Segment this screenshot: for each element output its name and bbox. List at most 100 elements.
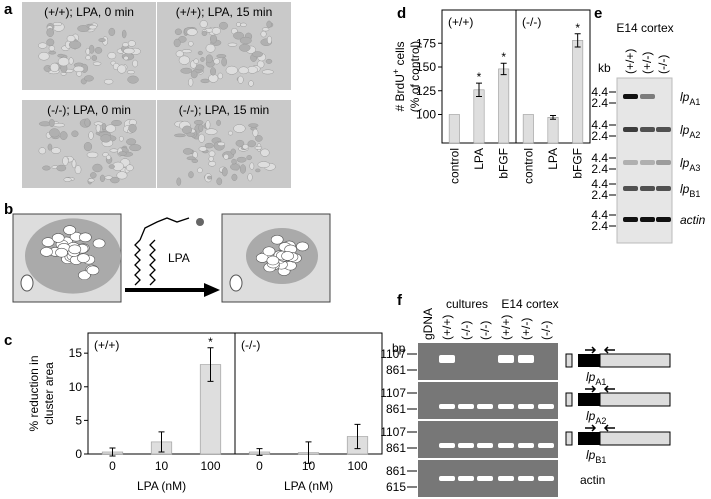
band	[477, 443, 493, 448]
cell	[63, 225, 76, 235]
marker-label: 861	[386, 402, 406, 416]
cell	[198, 133, 205, 143]
cell	[186, 156, 196, 161]
cell	[84, 118, 91, 127]
group-title: (+/+)	[448, 15, 473, 29]
cell	[221, 167, 228, 177]
cell	[116, 171, 128, 180]
x-tick-label: 100	[200, 459, 220, 473]
gene-label-part: lp	[586, 448, 596, 462]
cell	[62, 156, 69, 166]
cell	[92, 163, 103, 173]
cell	[173, 38, 181, 48]
cell	[238, 66, 249, 75]
cell	[129, 144, 142, 152]
y-tick-label: 100	[416, 108, 436, 122]
cell	[255, 168, 261, 173]
cell	[85, 47, 91, 56]
band	[656, 217, 671, 222]
cell	[174, 133, 186, 138]
cell	[260, 148, 270, 157]
cell	[217, 141, 226, 147]
cell	[235, 139, 245, 147]
band	[656, 127, 671, 132]
panel-label: d	[397, 5, 406, 22]
band	[439, 476, 455, 481]
cell	[188, 171, 194, 179]
cell	[210, 67, 216, 76]
cell	[252, 51, 263, 58]
significance-mark: *	[501, 50, 506, 64]
cell	[86, 265, 100, 276]
cell	[205, 120, 211, 130]
cell	[98, 38, 106, 43]
significance-mark: *	[208, 335, 213, 349]
group-header: E14 cortex	[501, 297, 558, 311]
cell	[51, 147, 61, 154]
cell	[105, 124, 117, 133]
cell	[46, 27, 54, 38]
cell	[240, 22, 247, 27]
image-caption: (+/+); LPA, 0 min	[44, 5, 134, 19]
error-bar	[207, 347, 214, 382]
exon-coding	[578, 354, 600, 367]
band	[518, 355, 534, 363]
gene-label-part: actin	[680, 213, 706, 227]
cell	[57, 57, 70, 67]
error-bar	[109, 447, 116, 457]
gene-label-part: A2	[595, 416, 606, 426]
cell	[205, 43, 216, 53]
cell	[242, 143, 249, 150]
x-tick-label: control	[447, 148, 461, 184]
lane-label: (+/+)	[440, 315, 454, 340]
band	[623, 127, 638, 132]
cell	[255, 135, 263, 142]
cell	[247, 173, 253, 182]
gene-label-part: B1	[595, 455, 606, 465]
cell	[230, 148, 236, 155]
gene-label-part: lp	[586, 409, 596, 423]
primer-arrows	[585, 346, 615, 354]
x-tick-label: bFGF	[497, 148, 511, 179]
image-caption: (-/-); LPA, 15 min	[179, 103, 269, 117]
x-tick-label: 0	[109, 459, 116, 473]
cell	[68, 244, 82, 255]
gel	[418, 382, 558, 419]
significance-mark: *	[575, 21, 580, 35]
cell	[231, 173, 238, 181]
y-tick-label: 10	[69, 380, 83, 394]
blot-title: E14 cortex	[616, 21, 673, 35]
lane-label: gDNA	[421, 308, 435, 340]
group-header: cultures	[446, 297, 488, 311]
cell	[121, 29, 127, 39]
y-tick-label: 15	[69, 346, 83, 360]
cell	[247, 140, 256, 148]
band	[458, 443, 474, 448]
cell	[55, 247, 68, 258]
cell	[94, 47, 103, 54]
cell	[88, 131, 94, 140]
y-axis-label: (% of control)	[408, 41, 422, 112]
band	[439, 443, 455, 448]
marker-label: 4.4	[591, 177, 608, 191]
band	[477, 476, 493, 481]
cell	[174, 28, 182, 36]
cell	[76, 71, 83, 77]
cell	[101, 122, 107, 130]
cell	[270, 234, 284, 245]
cell	[92, 61, 102, 66]
band	[498, 443, 514, 448]
marker-label: 4.4	[591, 85, 608, 99]
cell	[266, 255, 280, 266]
band	[538, 476, 554, 481]
band	[538, 443, 554, 448]
y-tick-label: 0	[75, 447, 82, 461]
x-tick-label: 10	[302, 459, 316, 473]
lane-label: (+/+)	[499, 315, 513, 340]
cell	[248, 123, 259, 128]
cell	[229, 274, 243, 292]
cell	[249, 162, 255, 170]
cell	[48, 50, 57, 55]
cell	[88, 24, 97, 30]
cell	[217, 72, 223, 80]
